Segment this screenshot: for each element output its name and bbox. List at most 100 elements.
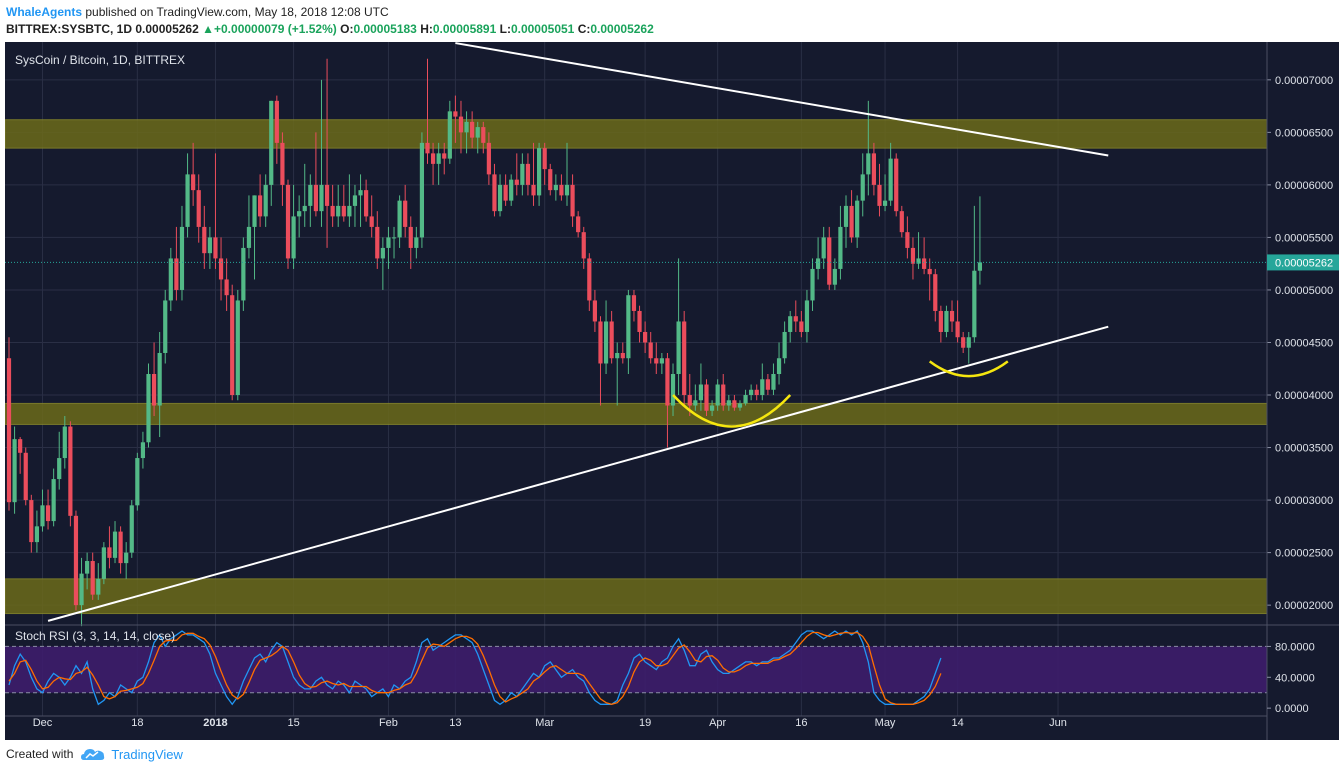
created-with-text: Created with bbox=[6, 747, 74, 761]
candle-body bbox=[793, 316, 798, 322]
candle-body bbox=[620, 352, 625, 359]
candle-body bbox=[816, 258, 821, 269]
candle-body bbox=[330, 205, 335, 217]
candle-body bbox=[464, 121, 469, 133]
candle-body bbox=[704, 384, 709, 411]
candle-body bbox=[933, 274, 938, 311]
candle-body bbox=[40, 505, 45, 527]
author-link[interactable]: WhaleAgents bbox=[6, 5, 83, 19]
candle-body bbox=[274, 100, 279, 143]
candle-body bbox=[760, 379, 765, 396]
price-tick-label: 0.00004000 bbox=[1275, 390, 1333, 402]
candle-body bbox=[51, 479, 56, 522]
candle-body bbox=[79, 573, 84, 606]
open-value: 0.00005183 bbox=[353, 22, 417, 36]
candle-body bbox=[358, 190, 363, 196]
price-tick-label: 0.00005000 bbox=[1275, 285, 1333, 297]
candle-body bbox=[598, 321, 603, 364]
close-value: 0.00005262 bbox=[590, 22, 654, 36]
candle-body bbox=[118, 531, 123, 564]
candle-body bbox=[430, 153, 436, 164]
candle-body bbox=[894, 158, 899, 212]
candle-body bbox=[375, 226, 380, 259]
candle-body bbox=[319, 184, 324, 212]
rsi-k-line bbox=[8, 630, 942, 706]
support-resistance-zone bbox=[5, 578, 1268, 615]
low-label: L: bbox=[499, 22, 511, 36]
candle-body bbox=[62, 426, 67, 459]
candle-body bbox=[603, 321, 609, 364]
candle-body bbox=[73, 515, 79, 606]
time-tick-label: 16 bbox=[795, 717, 807, 729]
price-tick-label: 0.00002500 bbox=[1275, 548, 1333, 560]
candle-body bbox=[670, 374, 676, 406]
candle-body bbox=[665, 358, 670, 406]
candle-body bbox=[453, 111, 458, 117]
time-tick-label: 2018 bbox=[203, 717, 227, 729]
candle-body bbox=[832, 268, 837, 285]
candle-body bbox=[408, 226, 413, 248]
candle-body bbox=[174, 258, 179, 290]
symbol-label: BITTREX:SYSBTC, 1D bbox=[6, 22, 133, 36]
candle-body bbox=[263, 184, 268, 217]
candle-body bbox=[882, 200, 888, 206]
candle-body bbox=[955, 321, 960, 338]
candle-body bbox=[291, 216, 296, 259]
candle-body bbox=[285, 184, 291, 259]
candle-body bbox=[224, 279, 229, 296]
candle-body bbox=[888, 158, 893, 201]
price-tick-label: 0.00004500 bbox=[1275, 337, 1333, 349]
candle-body bbox=[648, 342, 653, 359]
candle-body bbox=[442, 153, 447, 159]
rsi-tick-label: 80.0000 bbox=[1275, 641, 1315, 653]
candle-body bbox=[855, 200, 860, 238]
candle-body bbox=[949, 310, 955, 322]
candle-body bbox=[486, 142, 491, 175]
time-tick-label: May bbox=[875, 717, 896, 729]
price-chart[interactable]: 0.00007000 0.00006500 0.00006000 0.00005500… bbox=[5, 42, 1339, 740]
time-tick-label: Mar bbox=[535, 717, 554, 729]
support-resistance-zone bbox=[5, 402, 1268, 425]
candle-body bbox=[676, 321, 681, 374]
candle-body bbox=[202, 226, 207, 254]
tradingview-brand-link[interactable]: TradingView bbox=[111, 746, 183, 762]
candle-body bbox=[804, 300, 810, 332]
candle-body bbox=[403, 200, 408, 227]
candle-body bbox=[336, 205, 341, 217]
candle-body bbox=[425, 142, 430, 154]
candle-body bbox=[458, 116, 464, 133]
up-triangle-icon: ▲ bbox=[202, 22, 214, 36]
candle-body bbox=[168, 258, 173, 301]
candle-body bbox=[509, 179, 514, 201]
open-label: O: bbox=[340, 22, 354, 36]
candle-body bbox=[749, 389, 754, 396]
candle-body bbox=[905, 232, 910, 248]
close-label: C: bbox=[577, 22, 591, 36]
candle-body bbox=[927, 268, 932, 275]
candle-body bbox=[447, 111, 452, 159]
chart-frame[interactable]: 0.00007000 0.00006500 0.00006000 0.00005500… bbox=[5, 42, 1339, 740]
candle-body bbox=[570, 184, 575, 217]
candle-body bbox=[90, 561, 95, 595]
candle-body bbox=[514, 179, 519, 185]
candle-body bbox=[682, 321, 687, 396]
candle-body bbox=[520, 163, 525, 185]
candle-body bbox=[922, 258, 927, 269]
time-tick-label: Apr bbox=[709, 717, 726, 729]
candle-body bbox=[112, 531, 118, 558]
candle-body bbox=[230, 295, 235, 396]
candle-body bbox=[843, 205, 849, 227]
time-tick-label: Jun bbox=[1049, 717, 1067, 729]
candle-body bbox=[151, 374, 157, 406]
candle-body bbox=[436, 153, 441, 164]
candle-body bbox=[916, 258, 921, 264]
trendline bbox=[455, 42, 1109, 157]
candle-body bbox=[364, 190, 369, 217]
candle-body bbox=[542, 148, 547, 170]
price-tick-label: 0.00006000 bbox=[1275, 180, 1333, 192]
candle-body bbox=[341, 205, 346, 217]
candle-body bbox=[252, 195, 257, 227]
candle-body bbox=[564, 184, 570, 196]
time-tick-label: 19 bbox=[639, 717, 651, 729]
candle-body bbox=[258, 195, 263, 217]
